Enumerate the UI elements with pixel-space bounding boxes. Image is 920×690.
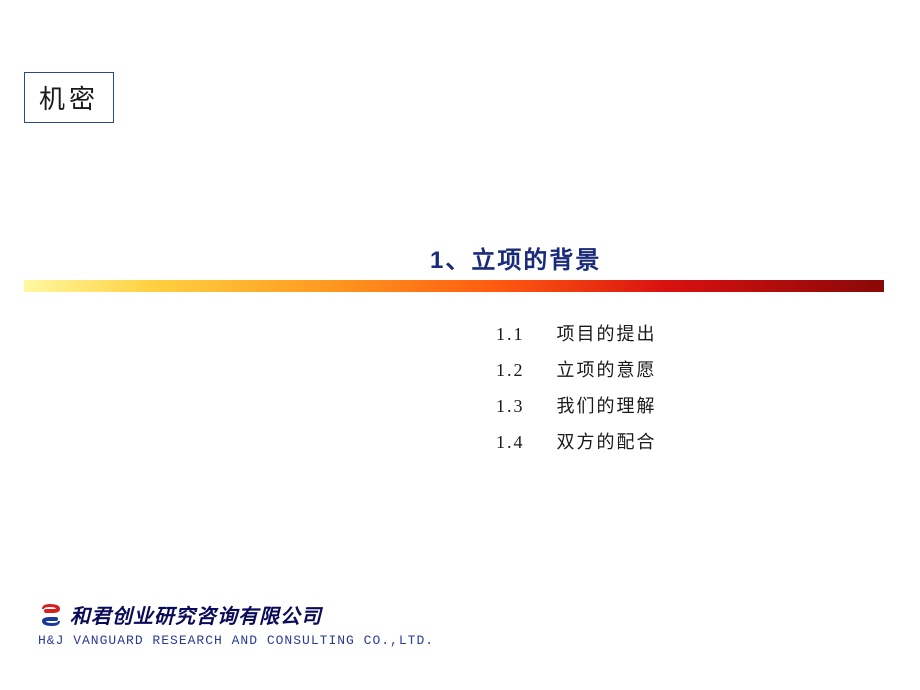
toc-item: 1.1 项目的提出 [496,316,657,352]
section-title: 1、立项的背景 [430,240,601,275]
toc-item: 1.2 立项的意愿 [496,352,657,388]
toc-item-num: 1.3 [496,388,550,424]
toc-item-num: 1.4 [496,424,550,460]
footer: 和君创业研究咨询有限公司 H&J VANGUARD RESEARCH AND C… [38,600,434,648]
confidential-text: 机密 [39,85,99,114]
divider-gradient-bar [24,280,884,292]
footer-logo-row: 和君创业研究咨询有限公司 [38,600,434,629]
company-logo-icon [38,602,64,628]
toc-item: 1.3 我们的理解 [496,388,657,424]
toc-item-text: 双方的配合 [557,432,657,452]
toc-item: 1.4 双方的配合 [496,424,657,460]
toc-item-text: 我们的理解 [557,396,657,416]
table-of-contents: 1.1 项目的提出 1.2 立项的意愿 1.3 我们的理解 1.4 双方的配合 [496,316,657,460]
company-name-cn: 和君创业研究咨询有限公司 [70,600,322,629]
toc-item-num: 1.2 [496,352,550,388]
toc-item-num: 1.1 [496,316,550,352]
toc-item-text: 项目的提出 [557,324,657,344]
confidential-badge: 机密 [24,72,114,123]
company-name-en: H&J VANGUARD RESEARCH AND CONSULTING CO.… [38,633,434,648]
toc-item-text: 立项的意愿 [557,360,657,380]
